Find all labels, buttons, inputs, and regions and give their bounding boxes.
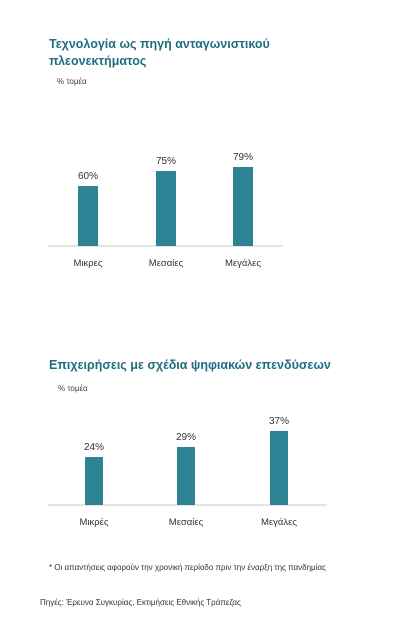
chart-1-value-label: 60% [78, 171, 98, 182]
footnote: * Οι απαντήσεις αφορούν την χρονική περί… [49, 563, 326, 572]
chart-2-value-label: 24% [84, 442, 104, 453]
chart-2-unit-label: % τομέα [58, 384, 88, 393]
chart-1: 60% Μικρες 75% Μεσαίες 79% Μεγάλες [48, 152, 283, 269]
chart-1-unit-label: % τομέα [57, 77, 87, 86]
chart-2-value-label: 37% [269, 416, 289, 427]
chart-2-value-label: 29% [176, 432, 196, 443]
chart-2-bar [85, 457, 103, 505]
chart-2-title: Επιχειρήσεις με σχέδια ψηφιακών επενδύσε… [49, 358, 331, 372]
chart-2-category-label: Μεγάλες [261, 517, 297, 528]
chart-2-bar [270, 431, 288, 505]
chart-2-bar [177, 447, 195, 505]
chart-2-category-label: Μικρές [80, 517, 109, 528]
chart-1-value-label: 75% [156, 156, 176, 167]
chart-1-category-label: Μεσαίες [149, 258, 184, 269]
chart-2: 24% Μικρές 29% Μεσαίες 37% Μεγάλες [48, 416, 327, 528]
chart-1-category-label: Μεγάλες [225, 258, 261, 269]
source-note: Πηγές: Έρευνα Συγκυρίας, Εκτιμήσεις Εθνι… [40, 598, 241, 607]
chart-1-title: Τεχνολογία ως πηγή ανταγωνιστικού πλεονε… [49, 37, 270, 68]
chart-1-bar [156, 171, 176, 246]
chart-2-category-label: Μεσαίες [169, 517, 204, 528]
chart-1-bar [233, 167, 253, 246]
chart-1-category-label: Μικρες [74, 258, 103, 269]
chart-1-value-label: 79% [233, 152, 253, 163]
chart-1-bar [78, 186, 98, 246]
